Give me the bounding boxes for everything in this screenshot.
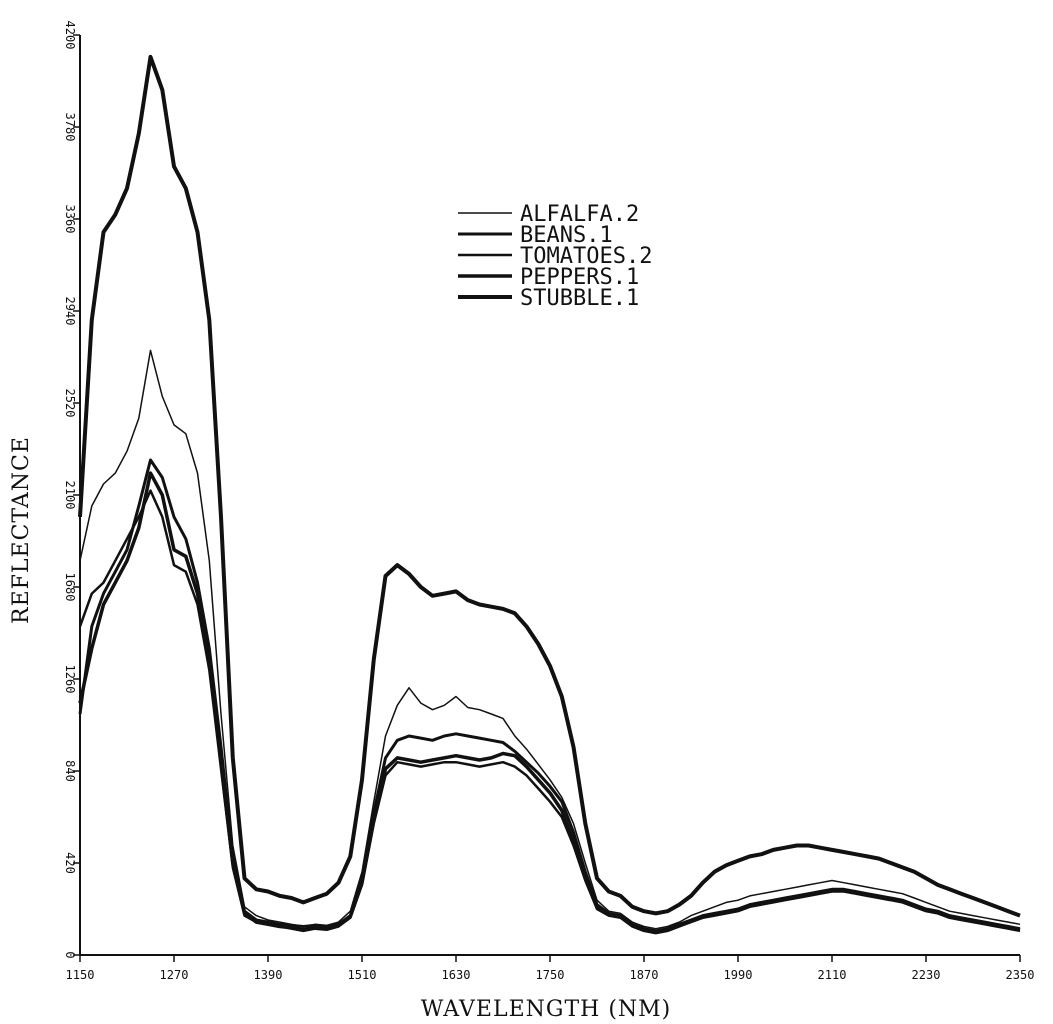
y-tick-label: 420: [63, 852, 77, 874]
y-tick-label: 3780: [63, 113, 77, 142]
x-tick-label: 1870: [630, 968, 659, 982]
x-tick-label: 2230: [912, 968, 941, 982]
x-tick-label: 1270: [160, 968, 189, 982]
y-tick-label: 0: [63, 951, 77, 958]
series-line-peppers-1: [78, 471, 1021, 934]
series-line-alfalfa-2: [79, 349, 1021, 930]
y-tick-label: 1680: [63, 573, 77, 602]
x-tick-label: 2350: [1006, 968, 1035, 982]
x-tick-label: 1390: [254, 968, 283, 982]
legend-label: BEANS.1: [520, 223, 613, 248]
x-tick-label: 2110: [818, 968, 847, 982]
x-tick-label: 1150: [66, 968, 95, 982]
x-tick-label: 1990: [724, 968, 753, 982]
y-tick-label: 1260: [63, 665, 77, 694]
series-line-stubble-1: [78, 54, 1021, 918]
legend-label: ALFALFA.2: [520, 202, 639, 227]
y-tick-label: 2100: [63, 481, 77, 510]
x-tick-label: 1750: [536, 968, 565, 982]
y-axis-ticks: 0 420 840 1260 1680 2100 2520 2940 3360 3780 4200: [63, 21, 80, 959]
y-tick-label: 3360: [63, 205, 77, 234]
x-tick-label: 1630: [442, 968, 471, 982]
x-axis-label: WAVELENGTH (NM): [421, 997, 672, 1022]
y-tick-label: 840: [63, 760, 77, 782]
y-tick-label: 2940: [63, 297, 77, 326]
x-tick-label: 1510: [348, 968, 377, 982]
legend: ALFALFA.2BEANS.1TOMATOES.2PEPPERS.1STUBB…: [458, 202, 652, 311]
legend-label: TOMATOES.2: [520, 244, 652, 269]
legend-label: PEPPERS.1: [520, 265, 639, 290]
x-axis-ticks: 1150 1270 1390 1510 1630 1750 1870 1990 2110 2230…: [66, 955, 1035, 982]
legend-label: STUBBLE.1: [520, 286, 639, 311]
y-tick-label: 2520: [63, 389, 77, 418]
series-lines: [78, 54, 1021, 935]
y-tick-label: 4200: [63, 21, 77, 50]
y-axis-label: REFLECTANCE: [9, 436, 34, 624]
